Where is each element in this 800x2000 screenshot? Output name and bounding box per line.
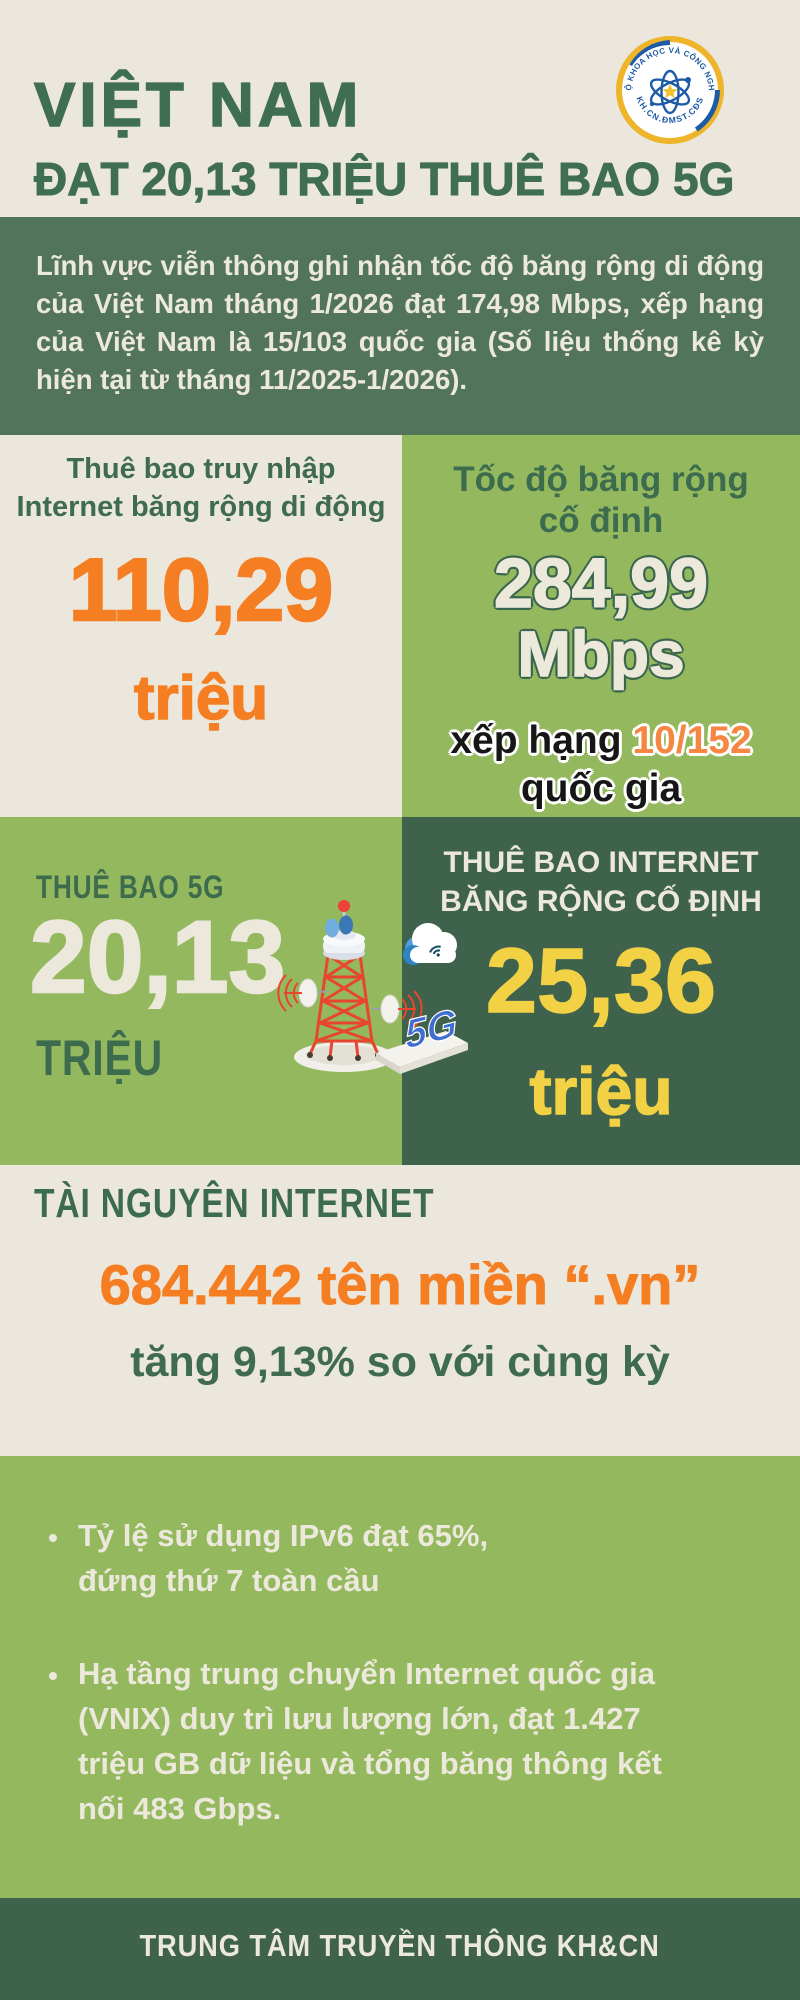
stat-box-fixed-broadband: THUÊ BAO INTERNET BĂNG RỘNG CỐ ĐỊNH 25,3…	[402, 817, 800, 1165]
domains-growth: tăng 9,13% so với cùng kỳ	[130, 1338, 670, 1386]
stat-label: Tốc độ băng rộng cố định	[453, 460, 749, 541]
stat-box-5g-subscribers: THUÊ BAO 5G 20,13 TRIỆU	[0, 817, 402, 1165]
stat-box-mobile-broadband: Thuê bao truy nhập Internet băng rộng di…	[0, 435, 402, 817]
star-icon	[662, 84, 678, 99]
antenna-disc-icon	[325, 918, 339, 938]
fact-item-vnix: Hạ tầng trung chuyển Internet quốc gia (…	[72, 1652, 764, 1832]
stat-unit: triệu	[133, 663, 269, 734]
page-subtitle: ĐẠT 20,13 TRIỆU THUÊ BAO 5G	[33, 153, 735, 206]
stat-unit: triệu	[529, 1053, 674, 1129]
signal-waves-right-icon	[398, 990, 423, 1028]
stat-unit: Mbps	[517, 617, 686, 691]
footer-band: TRUNG TÂM TRUYỀN THÔNG KH&CN	[0, 1898, 800, 2000]
stat-box-fixed-speed: Tốc độ băng rộng cố định 284,99 Mbps xếp…	[402, 435, 800, 817]
stat-value: 20,13	[29, 899, 287, 1016]
page-title: VIỆT NAM	[33, 70, 363, 141]
svg-text:5G: 5G	[403, 1000, 458, 1058]
ministry-logo-icon: BỘ KHOA HỌC VÀ CÔNG NGHỆ KH.CN.ĐMST.CĐS	[616, 36, 724, 144]
tower-lattice	[308, 953, 380, 1058]
stat-rank-line2: quốc gia	[402, 767, 800, 811]
stat-label: Thuê bao truy nhập Internet băng rộng di…	[16, 453, 386, 523]
5g-tower-illustration: 5G	[277, 900, 468, 1074]
resources-heading: TÀI NGUYÊN INTERNET	[34, 1180, 435, 1226]
intro-band: Lĩnh vực viễn thông ghi nhận tốc độ băng…	[0, 217, 800, 435]
footer-text: TRUNG TÂM TRUYỀN THÔNG KH&CN	[139, 1928, 661, 1963]
stat-label: THUÊ BAO 5G	[36, 869, 225, 905]
stat-label: THUÊ BAO INTERNET BĂNG RỘNG CỐ ĐỊNH	[440, 846, 762, 918]
domains-stat: 684.442 tên miền “.vn”	[99, 1253, 701, 1317]
5g-label-icon: 5G	[376, 999, 468, 1074]
rank-prefix: xếp hạng	[450, 719, 633, 762]
stat-value: 284,99	[493, 543, 709, 623]
stat-value: 110,29	[68, 539, 335, 641]
fact-item-ipv6: Tỷ lệ sử dụng IPv6 đạt 65%, đứng thứ 7 t…	[72, 1514, 764, 1604]
rank-suffix: quốc gia	[520, 767, 682, 810]
facts-box: Tỷ lệ sử dụng IPv6 đạt 65%, đứng thứ 7 t…	[0, 1456, 800, 1898]
rank-value: 10/152	[632, 719, 752, 762]
facts-list: Tỷ lệ sử dụng IPv6 đạt 65%, đứng thứ 7 t…	[72, 1514, 764, 1832]
stat-rank-line1: xếp hạng 10/152	[402, 719, 800, 763]
signal-waves-left-icon	[277, 974, 302, 1012]
stat-value: 25,36	[485, 929, 717, 1033]
intro-text: Lĩnh vực viễn thông ghi nhận tốc độ băng…	[36, 250, 764, 395]
resources-heading-wrap: TÀI NGUYÊN INTERNET	[34, 1180, 522, 1227]
cloud-wifi-icon	[403, 923, 457, 965]
stat-unit: TRIỆU	[36, 1030, 164, 1086]
